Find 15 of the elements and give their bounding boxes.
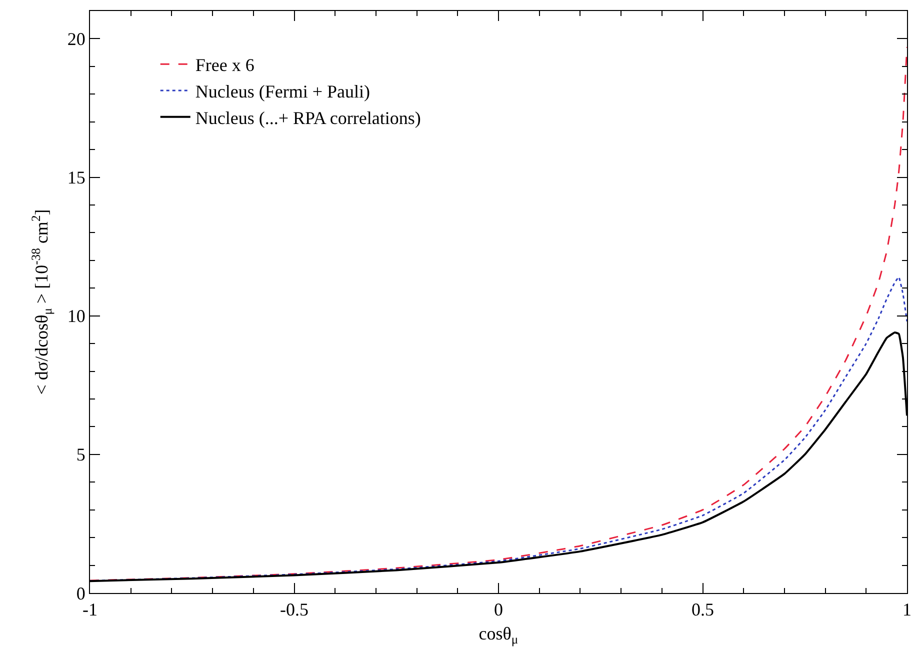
x-tick-label: 0 bbox=[494, 600, 503, 620]
legend-label: Free x 6 bbox=[195, 55, 254, 76]
y-tick-label: 5 bbox=[76, 444, 86, 465]
x-tick-label: 1 bbox=[902, 600, 912, 620]
x-tick-label: -0.5 bbox=[280, 600, 308, 620]
y-tick-label: 15 bbox=[67, 168, 86, 188]
x-tick-label: 0.5 bbox=[692, 600, 714, 620]
x-axis-title: cosθ$_{μ}$ bbox=[478, 624, 518, 646]
line-series bbox=[90, 46, 907, 582]
y-tick-label: 0 bbox=[76, 583, 86, 604]
y-tick-label: 10 bbox=[67, 306, 86, 326]
legend-label: Nucleus (...+ RPA correlations) bbox=[195, 108, 421, 128]
y-tick-label: 20 bbox=[67, 29, 86, 50]
x-tick-label: -1 bbox=[82, 600, 98, 620]
legend-label: Nucleus (Fermi + Pauli) bbox=[195, 82, 370, 102]
